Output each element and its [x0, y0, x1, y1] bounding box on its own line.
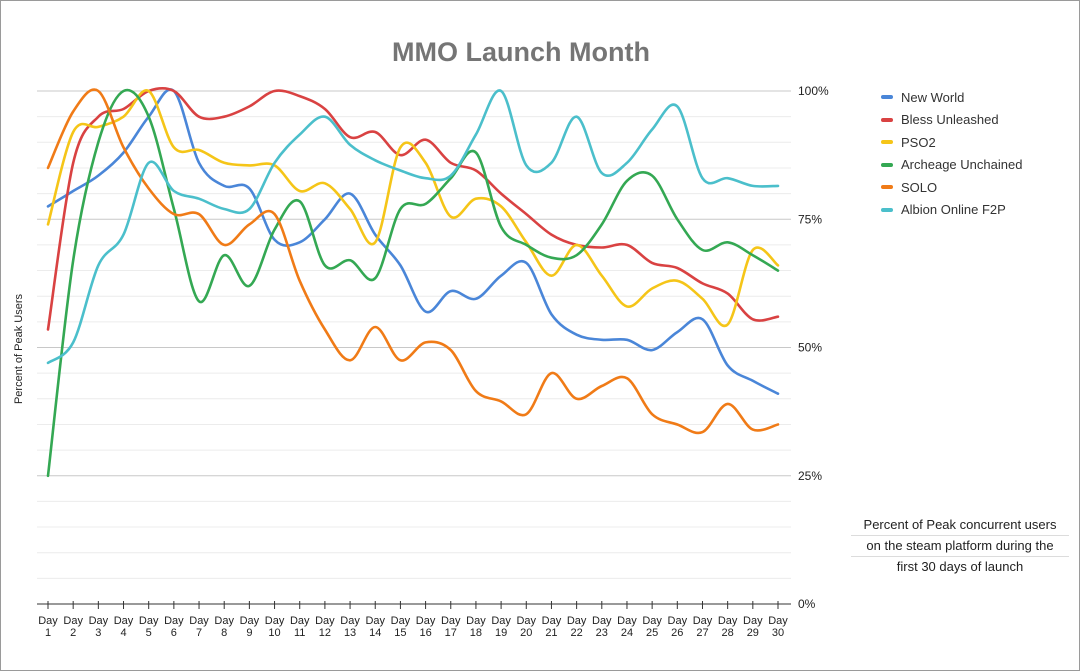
- x-tick-label: Day 18: [466, 615, 486, 639]
- x-tick-label: Day 16: [416, 615, 436, 639]
- legend-label: Albion Online F2P: [901, 202, 1006, 218]
- legend-label: SOLO: [901, 179, 938, 195]
- series-line-albion-online-f2p: [46, 89, 780, 365]
- x-tick-label: Day 19: [491, 615, 511, 639]
- x-tick-label: Day 2: [63, 615, 83, 639]
- x-tick-label: Day 1: [38, 615, 58, 639]
- x-tick-label: Day 23: [592, 615, 612, 639]
- legend-label: Bless Unleashed: [901, 112, 999, 128]
- x-tick-label: Day 20: [516, 615, 536, 639]
- legend-swatch: [881, 140, 893, 145]
- x-tick-label: Day 17: [441, 615, 461, 639]
- x-tick-label: Day 26: [668, 615, 688, 639]
- x-tick-label: Day 21: [542, 615, 562, 639]
- y-tick-label: 50%: [798, 341, 822, 355]
- legend-swatch: [881, 207, 893, 212]
- legend-label: Archeage Unchained: [901, 157, 1023, 173]
- chart-note: Percent of Peak concurrent users on the …: [851, 515, 1069, 577]
- legend-label: PSO2: [901, 134, 936, 150]
- x-tick-label: Day 24: [617, 615, 637, 639]
- legend-swatch: [881, 162, 893, 167]
- x-tick-label: Day 25: [642, 615, 662, 639]
- x-tick-label: Day 3: [89, 615, 109, 639]
- legend-label: New World: [901, 89, 965, 105]
- x-tick-label: Day 11: [290, 615, 310, 639]
- y-tick-label: 100%: [798, 84, 829, 98]
- y-tick-label: 0%: [798, 597, 816, 611]
- y-tick-label: 25%: [798, 469, 822, 483]
- x-tick-label: Day 27: [693, 615, 713, 639]
- x-tick-label: Day 9: [240, 615, 260, 639]
- x-tick-label: Day 29: [743, 615, 763, 639]
- x-tick-label: Day 10: [265, 615, 285, 639]
- legend-item-new-world: New World: [881, 86, 1022, 109]
- series-line-solo: [46, 88, 780, 435]
- x-tick-label: Day 7: [189, 615, 209, 639]
- legend: New World Bless Unleashed PSO2 Archeage Unc…: [881, 86, 1022, 221]
- x-tick-label: Day 5: [139, 615, 159, 639]
- note-line: Percent of Peak concurrent users: [851, 515, 1069, 536]
- note-line: first 30 days of launch: [896, 559, 1024, 574]
- x-tick-label: Day 6: [164, 615, 184, 639]
- legend-swatch: [881, 117, 893, 122]
- x-tick-label: Day 13: [340, 615, 360, 639]
- legend-item-pso2: PSO2: [881, 131, 1022, 154]
- legend-item-archeage-unchained: Archeage Unchained: [881, 154, 1022, 177]
- x-tick-label: Day 4: [114, 615, 134, 639]
- series-line-archeage-unchained: [46, 88, 780, 478]
- legend-swatch: [881, 185, 893, 190]
- legend-item-albion-online-f2p: Albion Online F2P: [881, 199, 1022, 222]
- legend-item-solo: SOLO: [881, 176, 1022, 199]
- legend-item-bless-unleashed: Bless Unleashed: [881, 109, 1022, 132]
- x-tick-label: Day 8: [214, 615, 234, 639]
- x-tick-label: Day 30: [768, 615, 788, 639]
- x-tick-label: Day 28: [718, 615, 738, 639]
- x-tick-label: Day 22: [567, 615, 587, 639]
- note-line: on the steam platform during the: [851, 536, 1069, 557]
- series-line-pso2: [46, 89, 780, 328]
- x-tick-label: Day 12: [315, 615, 335, 639]
- y-tick-label: 75%: [798, 212, 822, 226]
- x-tick-label: Day 15: [391, 615, 411, 639]
- legend-swatch: [881, 95, 893, 100]
- x-tick-label: Day 14: [365, 615, 385, 639]
- chart-title: MMO Launch Month: [392, 37, 650, 67]
- series-line-bless-unleashed: [46, 86, 780, 331]
- series-line-new-world: [46, 88, 780, 395]
- y-axis-label: Percent of Peak Users: [13, 293, 25, 405]
